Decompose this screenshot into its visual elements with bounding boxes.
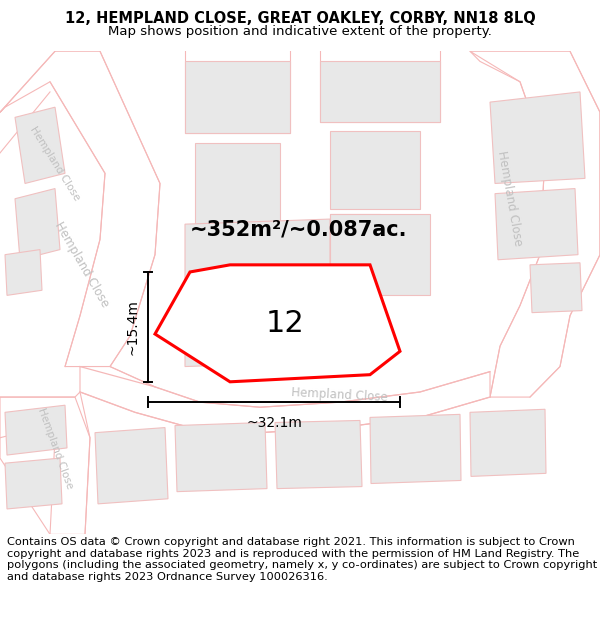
Text: Hempland Close: Hempland Close xyxy=(495,150,525,248)
Polygon shape xyxy=(5,405,67,455)
Polygon shape xyxy=(0,51,160,366)
Polygon shape xyxy=(495,189,578,260)
Polygon shape xyxy=(5,458,62,509)
Text: Contains OS data © Crown copyright and database right 2021. This information is : Contains OS data © Crown copyright and d… xyxy=(7,537,598,582)
Polygon shape xyxy=(195,142,280,224)
Polygon shape xyxy=(175,422,267,492)
Polygon shape xyxy=(330,131,420,209)
Polygon shape xyxy=(5,249,42,296)
Polygon shape xyxy=(370,414,461,484)
Polygon shape xyxy=(530,262,582,312)
Text: Hempland Close: Hempland Close xyxy=(36,406,74,490)
Polygon shape xyxy=(95,428,168,504)
Polygon shape xyxy=(15,107,65,184)
Polygon shape xyxy=(320,61,440,122)
Polygon shape xyxy=(330,214,380,265)
Text: Hempland Close: Hempland Close xyxy=(292,386,389,404)
Polygon shape xyxy=(185,219,330,366)
Text: Map shows position and indicative extent of the property.: Map shows position and indicative extent… xyxy=(108,26,492,39)
Polygon shape xyxy=(470,51,600,397)
Polygon shape xyxy=(15,189,60,260)
Polygon shape xyxy=(275,421,362,489)
Text: Hempland Close: Hempland Close xyxy=(52,220,112,310)
Text: Hempland Close: Hempland Close xyxy=(28,124,82,202)
Text: ~352m²/~0.087ac.: ~352m²/~0.087ac. xyxy=(190,219,407,239)
Polygon shape xyxy=(490,92,585,184)
Text: 12: 12 xyxy=(266,309,304,338)
Text: 12, HEMPLAND CLOSE, GREAT OAKLEY, CORBY, NN18 8LQ: 12, HEMPLAND CLOSE, GREAT OAKLEY, CORBY,… xyxy=(65,11,535,26)
Polygon shape xyxy=(80,366,490,432)
Text: ~32.1m: ~32.1m xyxy=(246,416,302,431)
Polygon shape xyxy=(470,409,546,476)
Text: ~15.4m: ~15.4m xyxy=(126,299,140,355)
Polygon shape xyxy=(0,392,90,534)
Polygon shape xyxy=(185,61,290,132)
Polygon shape xyxy=(330,214,430,296)
Polygon shape xyxy=(155,265,400,382)
